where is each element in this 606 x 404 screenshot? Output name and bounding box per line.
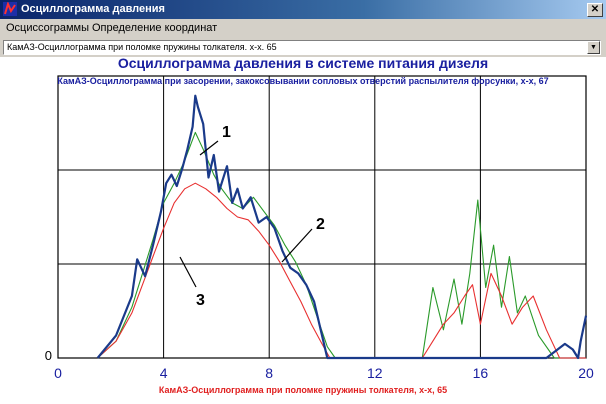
window-title: Осциллограмма давления [21,3,165,15]
callout-label-3: 3 [196,292,205,309]
menu-coordinates[interactable]: Определение координат [92,22,218,34]
menu-oscillograms[interactable]: Осциссограммы [6,22,90,34]
callout-label-1: 1 [222,124,231,141]
oscillogram-selector-value: КамАЗ-Осциллограмма при поломке пружины … [7,42,277,52]
callout-line-1 [199,140,219,156]
oscillogram-selector[interactable]: КамАЗ-Осциллограмма при поломке пружины … [3,40,601,55]
callout-label-2: 2 [316,216,325,233]
callout-line-3 [179,256,197,288]
chart-subtitle: КамАЗ-Осциллограмма при засорении, закок… [57,76,549,86]
close-button[interactable]: ✕ [587,3,603,17]
menu-bar: Осциссограммы Определение координат [0,19,606,37]
plot-frame [57,75,587,359]
callout-line-2 [281,228,313,263]
x-tick-label: 12 [367,365,383,381]
x-tick-label: 20 [578,365,594,381]
series-line-1 [96,94,588,360]
y-tick-label: 0 [45,348,52,363]
series-line-3 [97,182,586,359]
x-tick-label: 8 [265,365,273,381]
title-bar: Осциллограмма давления ✕ [0,0,606,19]
chart-footer: КамАЗ-Осциллограмма при поломке пружины … [158,385,448,395]
chart-area: 0 4 8 12 16 20 0 1 2 3 Осциллограмма давления в с… [0,55,606,404]
app-icon [3,2,17,16]
x-tick-label: 16 [473,365,489,381]
chart-title: Осциллограмма давления в системе питания… [117,55,489,71]
x-tick-label: 0 [54,365,62,381]
x-tick-label: 4 [160,365,168,381]
chevron-down-icon[interactable]: ▼ [587,41,600,54]
